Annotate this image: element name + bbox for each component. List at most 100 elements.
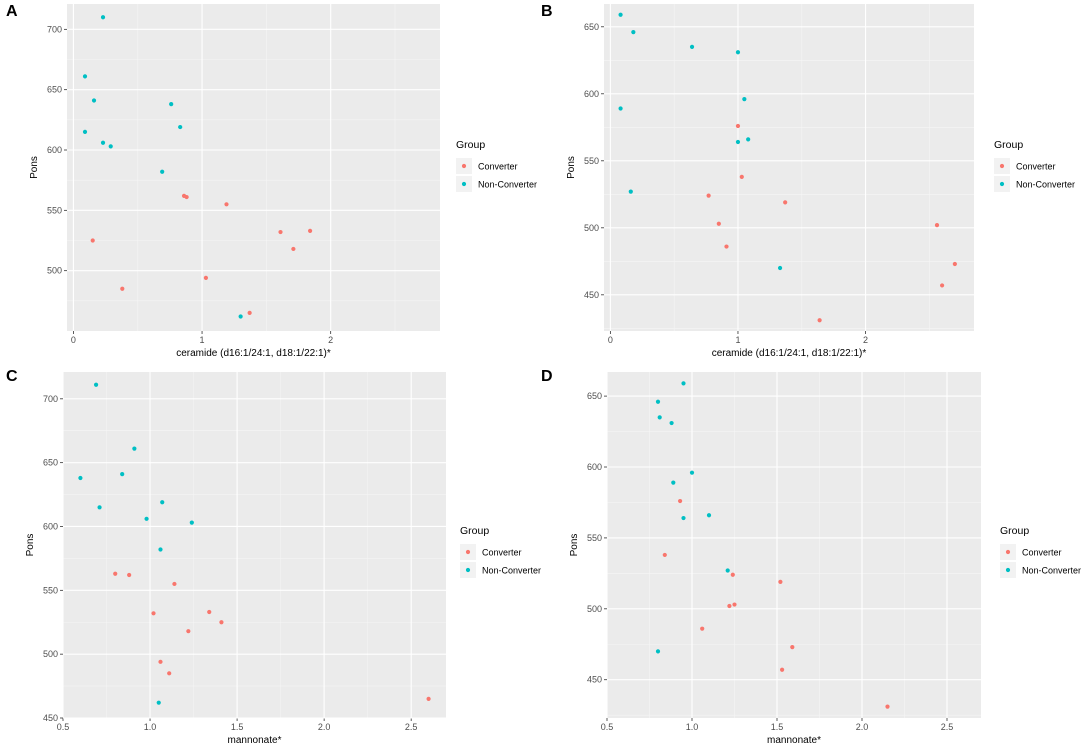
x-tick-label: 2.5: [941, 722, 954, 732]
y-tick-label: 600: [587, 462, 602, 472]
data-point: [716, 221, 721, 226]
data-point: [113, 571, 118, 576]
legend-title: Group: [456, 139, 485, 151]
plot-background: [63, 372, 446, 718]
data-point: [783, 200, 788, 205]
data-point: [278, 229, 283, 235]
y-tick-label: 600: [43, 521, 58, 531]
data-point: [681, 381, 686, 386]
data-point: [186, 629, 191, 634]
y-tick-label: 550: [47, 205, 62, 215]
data-point: [178, 124, 183, 130]
x-tick-label: 1: [200, 335, 205, 345]
data-point: [780, 667, 785, 672]
legend: Group Converter Non-Converter: [460, 525, 541, 578]
series-non-converter: [78, 382, 194, 705]
legend-title: Group: [994, 139, 1023, 151]
data-point: [689, 44, 695, 49]
data-point: [247, 310, 252, 316]
legend-marker: [465, 549, 471, 555]
data-point: [184, 194, 189, 200]
data-point: [291, 246, 296, 252]
data-point: [426, 696, 431, 701]
data-point: [940, 283, 945, 288]
y-tick-label: 600: [47, 145, 62, 155]
data-point: [657, 415, 662, 420]
legend-label: Non-Converter: [478, 180, 537, 190]
data-point: [100, 15, 106, 20]
y-tick-label: 550: [43, 585, 58, 595]
legend-marker: [1005, 549, 1011, 555]
data-point: [151, 611, 156, 616]
data-point: [90, 238, 95, 243]
x-tick-label: 2.0: [856, 722, 869, 732]
y-tick-label: 700: [47, 24, 62, 34]
data-point: [203, 275, 209, 281]
legend-marker: [999, 163, 1005, 169]
x-tick-label: 0.5: [601, 722, 614, 732]
data-point: [952, 261, 957, 267]
legend-title: Group: [1000, 525, 1029, 537]
legend-marker: [465, 567, 471, 573]
y-axis-title: Pons: [25, 534, 36, 557]
legend-label: Non-Converter: [1016, 180, 1075, 190]
x-tick-label: 0.5: [57, 722, 70, 732]
data-point: [144, 516, 149, 521]
y-tick-label: 500: [584, 223, 599, 233]
data-point: [817, 318, 822, 323]
data-point: [158, 547, 163, 552]
data-point: [655, 399, 661, 404]
x-axis-title: ceramide (d16:1/24:1, d18:1/22:1)*: [712, 348, 867, 359]
panel-letter: B: [541, 3, 553, 20]
legend-label: Non-Converter: [482, 566, 541, 576]
data-point: [628, 189, 633, 194]
data-point: [93, 382, 99, 387]
data-point: [189, 520, 194, 525]
data-point: [725, 568, 730, 573]
data-point: [167, 671, 172, 676]
data-point: [108, 144, 113, 149]
data-point: [934, 223, 940, 228]
y-tick-label: 700: [43, 394, 58, 404]
plot-background: [607, 372, 981, 718]
data-point: [681, 515, 686, 521]
legend-label: Converter: [1022, 548, 1062, 558]
x-axis-title: mannonate*: [228, 735, 282, 743]
legend-label: Non-Converter: [1022, 566, 1081, 576]
series-converter: [706, 123, 957, 323]
data-point: [91, 98, 97, 103]
data-point: [132, 446, 137, 451]
panel-letter: A: [6, 3, 18, 20]
data-point: [127, 572, 132, 578]
series-non-converter: [655, 381, 730, 654]
data-point: [160, 169, 165, 174]
y-axis-title: Pons: [29, 156, 40, 179]
data-point: [724, 244, 729, 249]
legend-title: Group: [460, 525, 489, 537]
data-point: [160, 500, 165, 505]
data-point: [777, 265, 783, 271]
data-point: [742, 97, 747, 102]
data-point: [730, 572, 735, 577]
x-tick-label: 1: [735, 335, 740, 345]
data-point: [790, 644, 795, 650]
y-tick-label: 550: [584, 156, 599, 166]
panel-letter: D: [541, 368, 553, 385]
series-non-converter: [618, 12, 783, 271]
panel-a: A 0 1 2 500 550 600 650 700 ceramide (d16:1/24:1,…: [6, 3, 537, 359]
x-tick-label: 0: [71, 335, 76, 345]
plot-background: [604, 4, 974, 331]
y-tick-label: 650: [584, 22, 599, 32]
data-point: [735, 139, 741, 145]
data-point: [156, 700, 161, 705]
data-point: [727, 603, 732, 609]
legend: Group Converter Non-Converter: [1000, 525, 1081, 578]
series-converter: [90, 193, 313, 316]
series-non-converter: [82, 15, 243, 319]
y-tick-label: 500: [587, 604, 602, 614]
data-point: [700, 626, 705, 631]
y-tick-label: 450: [43, 713, 58, 723]
x-axis-title: mannonate*: [767, 735, 821, 743]
data-point: [662, 552, 667, 558]
